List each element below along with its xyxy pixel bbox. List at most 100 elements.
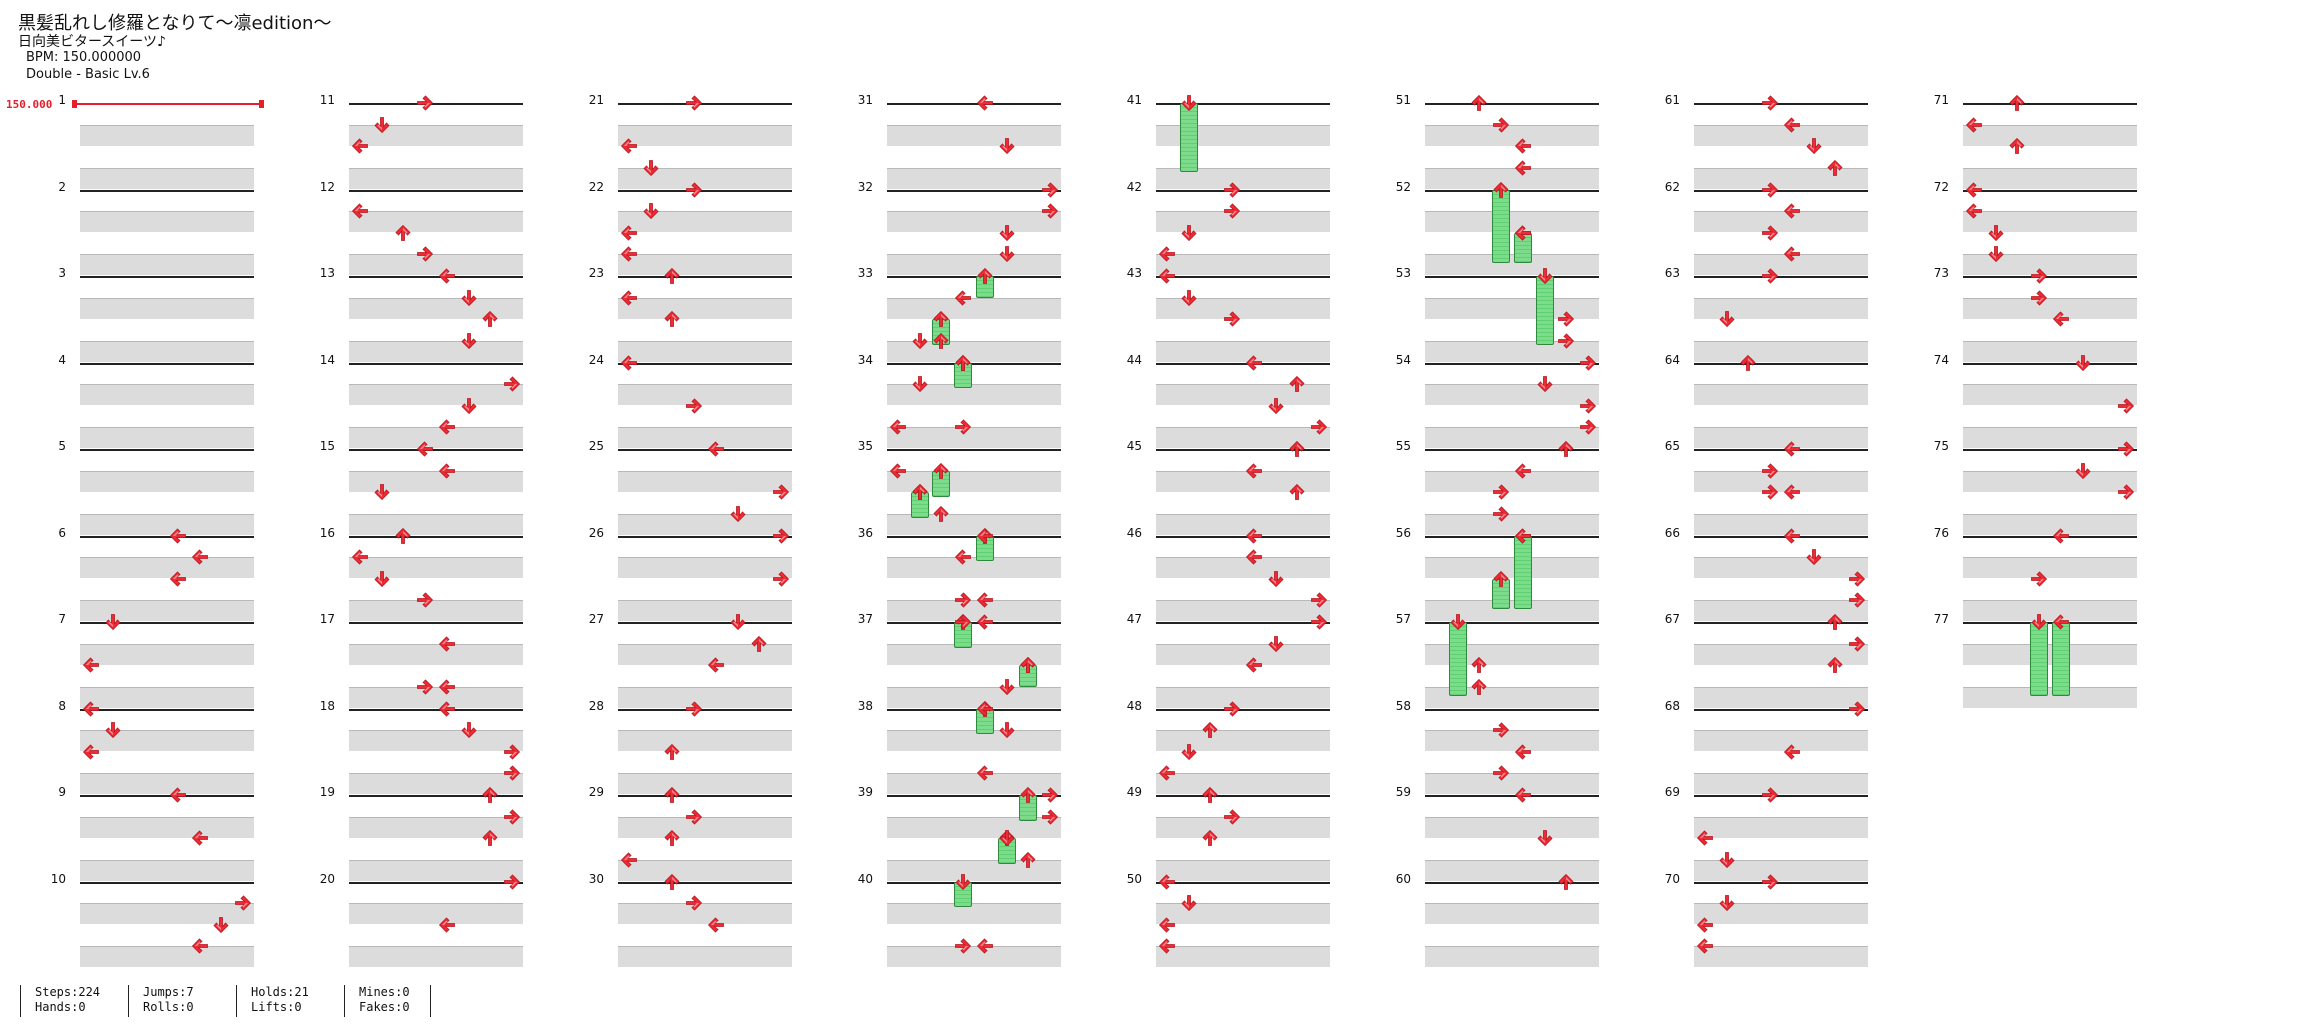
measure-number: 40 [857, 871, 873, 886]
tap-arrow-down-icon [998, 678, 1016, 696]
measure-77: 77 [1934, 612, 2137, 708]
tap-arrow-right-icon [503, 764, 521, 782]
tap-arrow-down-icon [998, 721, 1016, 739]
tap-arrow-left-icon [1965, 181, 1983, 199]
tap-arrow-down-icon [460, 721, 478, 739]
measure-23: 23 [589, 266, 792, 362]
measure-66: 66 [1665, 526, 1868, 622]
beat-band [1156, 643, 1330, 665]
measure-number: 15 [319, 439, 335, 453]
tap-arrow-right-icon [503, 375, 521, 393]
tap-arrow-left-icon [82, 656, 100, 674]
measure-27: 27 [589, 612, 792, 708]
measure-20: 20 [320, 872, 523, 968]
measure-6: 6 [58, 526, 254, 622]
tap-arrow-right-icon [772, 483, 790, 501]
measure-number: 13 [319, 266, 335, 280]
difficulty-label: Double - Basic Lv.6 [26, 67, 150, 82]
measure-13: 13 [320, 266, 523, 362]
beat-band [1425, 427, 1599, 448]
beat-band [887, 643, 1061, 665]
measure-number: 20 [319, 871, 335, 886]
measure-barline [1963, 189, 2137, 192]
beat-band [1156, 513, 1330, 535]
measure-35: 35 [858, 439, 1061, 535]
tap-arrow-up-icon [1288, 483, 1306, 501]
tap-arrow-down-icon [998, 137, 1016, 155]
tap-arrow-up-icon [911, 483, 929, 501]
tap-arrow-left-icon [1696, 916, 1714, 934]
measure-number: 38 [857, 698, 873, 713]
stats-group-holds: Holds:21 Lifts:0 [236, 985, 309, 1017]
hold-note-body [1535, 276, 1554, 346]
measure-1: 1 [58, 93, 254, 189]
beat-band [349, 643, 523, 665]
beat-band [80, 297, 254, 319]
measure-barline [1425, 103, 1599, 105]
song-title: 黒髪乱れし修羅となりて～凛edition～ [18, 13, 332, 34]
measure-number: 1 [58, 93, 66, 107]
beat-band [887, 557, 1061, 578]
tap-arrow-right-icon [1492, 505, 1510, 523]
tap-arrow-down-icon [1267, 570, 1285, 588]
measure-barline [349, 362, 523, 365]
measure-55: 55 [1396, 439, 1599, 535]
beat-band [80, 384, 254, 405]
beat-band [887, 297, 1061, 319]
measure-barline [349, 708, 523, 711]
measure-number: 74 [1933, 352, 1949, 367]
tap-arrow-right-icon [685, 700, 703, 718]
beat-band [80, 513, 254, 535]
measure-41: 41 [1127, 93, 1330, 189]
beat-band [887, 946, 1061, 967]
measure-barline [1156, 622, 1330, 624]
tap-arrow-down-icon [1267, 397, 1285, 415]
beat-band [1156, 773, 1330, 794]
measure-62: 62 [1665, 180, 1868, 276]
hold-head-arrow-down-icon [1536, 267, 1554, 285]
beat-band [1694, 427, 1868, 448]
measure-number: 51 [1395, 93, 1411, 107]
tap-arrow-right-icon [1041, 202, 1059, 220]
tap-arrow-down-icon [1987, 224, 2005, 242]
measure-barline [1694, 881, 1868, 884]
measure-barline [887, 535, 1061, 538]
measure-number: 53 [1395, 266, 1411, 280]
tap-arrow-left-icon [620, 224, 638, 242]
measure-number: 73 [1933, 266, 1949, 280]
tap-arrow-right-icon [1223, 202, 1241, 220]
measure-number: 44 [1126, 352, 1142, 367]
beat-band [1694, 730, 1868, 751]
measure-45: 45 [1127, 439, 1330, 535]
beat-band [1156, 600, 1330, 621]
tap-arrow-up-icon [1557, 873, 1575, 891]
measure-number: 42 [1126, 179, 1142, 194]
beat-band [618, 773, 792, 794]
beat-band [1156, 124, 1330, 146]
tap-arrow-left-icon [191, 548, 209, 566]
tap-arrow-right-icon [1492, 721, 1510, 739]
measure-barline [1963, 622, 2137, 624]
tap-arrow-up-icon [1019, 851, 1037, 869]
bpm-change-marker: 150.000 [6, 98, 53, 111]
measure-number: 4 [58, 352, 66, 367]
measure-number: 49 [1126, 785, 1142, 799]
beat-band [1963, 513, 2137, 535]
measure-63: 63 [1665, 266, 1868, 362]
tap-arrow-down-icon [460, 397, 478, 415]
tap-arrow-up-icon [1288, 440, 1306, 458]
tap-arrow-up-icon [663, 786, 681, 804]
beat-band [1425, 124, 1599, 146]
measure-barline [887, 362, 1061, 365]
beat-band [1156, 427, 1330, 448]
tap-arrow-right-icon [416, 678, 434, 696]
measure-number: 58 [1395, 698, 1411, 713]
beat-band [1156, 903, 1330, 924]
measure-49: 49 [1127, 785, 1330, 881]
tap-arrow-up-icon [1470, 678, 1488, 696]
tap-arrow-right-icon [1223, 310, 1241, 328]
beat-band [1963, 297, 2137, 319]
beat-band [618, 470, 792, 492]
tap-arrow-up-icon [1470, 94, 1488, 112]
tap-arrow-right-icon [1761, 181, 1779, 199]
